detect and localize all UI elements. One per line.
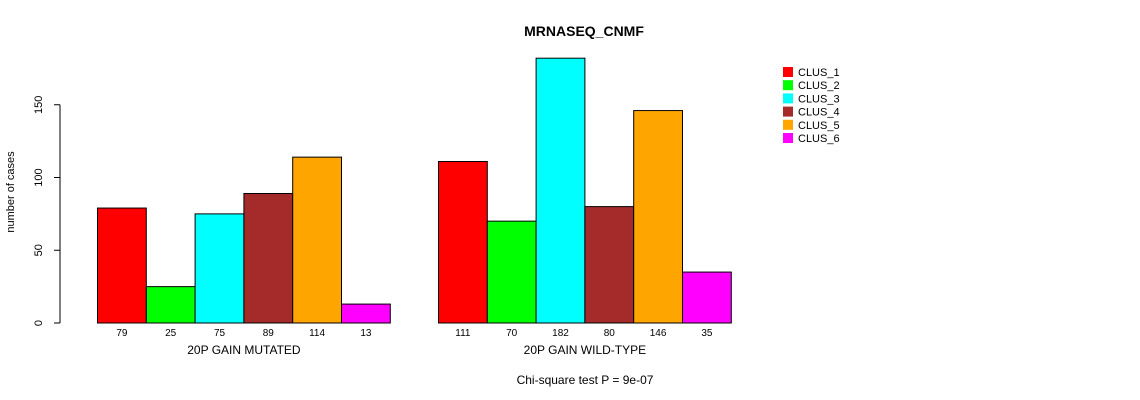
group-label: 20P GAIN MUTATED	[187, 343, 301, 357]
y-tick-label: 100	[33, 168, 45, 186]
bar	[292, 156, 343, 324]
bar-count-label: 80	[604, 328, 616, 339]
legend-label: CLUS_5	[798, 120, 840, 132]
legend-swatch	[783, 133, 793, 143]
bar-count-label: 75	[214, 328, 226, 339]
bar-count-label: 79	[116, 328, 128, 339]
y-axis-label: number of cases	[5, 151, 17, 233]
legend-swatch	[783, 119, 793, 130]
legend-label: CLUS_1	[798, 67, 840, 79]
bar	[145, 286, 196, 324]
bar-count-label: 114	[309, 328, 325, 339]
legend-swatch	[783, 106, 793, 117]
bar	[438, 160, 488, 324]
y-axis: 0 50 100 150	[33, 96, 61, 326]
bar	[486, 220, 537, 324]
bar	[194, 213, 245, 324]
group-label: 20P GAIN WILD-TYPE	[524, 343, 646, 357]
legend-label: CLUS_6	[798, 133, 840, 145]
chi-square-footnote: Chi-square test P = 9e-07	[517, 373, 654, 387]
group-labels: 20P GAIN MUTATED 20P GAIN WILD-TYPE	[187, 343, 646, 357]
bar-count-label: 25	[165, 328, 177, 339]
bar-count-label: 146	[650, 328, 667, 339]
legend-label: CLUS_4	[798, 107, 840, 119]
legend-label: CLUS_3	[798, 93, 840, 105]
bar-count-label: 182	[552, 328, 569, 339]
bar	[584, 206, 635, 324]
legend-swatch	[783, 67, 793, 77]
bar	[535, 57, 586, 324]
bar	[243, 193, 294, 324]
legend-swatch	[783, 80, 793, 91]
bar	[341, 303, 391, 324]
bar-count-label: 35	[701, 328, 713, 339]
bars	[97, 57, 732, 324]
legend-swatch	[783, 93, 793, 104]
y-tick-label: 50	[33, 244, 45, 256]
bar-count-label: 13	[360, 328, 372, 339]
y-tick-label: 150	[33, 96, 45, 114]
bar-count-label: 111	[455, 328, 471, 339]
bar	[682, 271, 732, 324]
legend-label: CLUS_2	[798, 80, 840, 92]
bar	[633, 110, 684, 324]
bar-count-label: 89	[263, 328, 275, 339]
bar-count-labels: 79 25 75 89 114 13 111 70 182 80 146 35	[116, 328, 713, 339]
bar-count-label: 70	[506, 328, 518, 339]
y-tick-label: 0	[33, 320, 45, 326]
chart-title: MRNASEQ_CNMF	[524, 23, 644, 39]
bar	[97, 207, 147, 324]
